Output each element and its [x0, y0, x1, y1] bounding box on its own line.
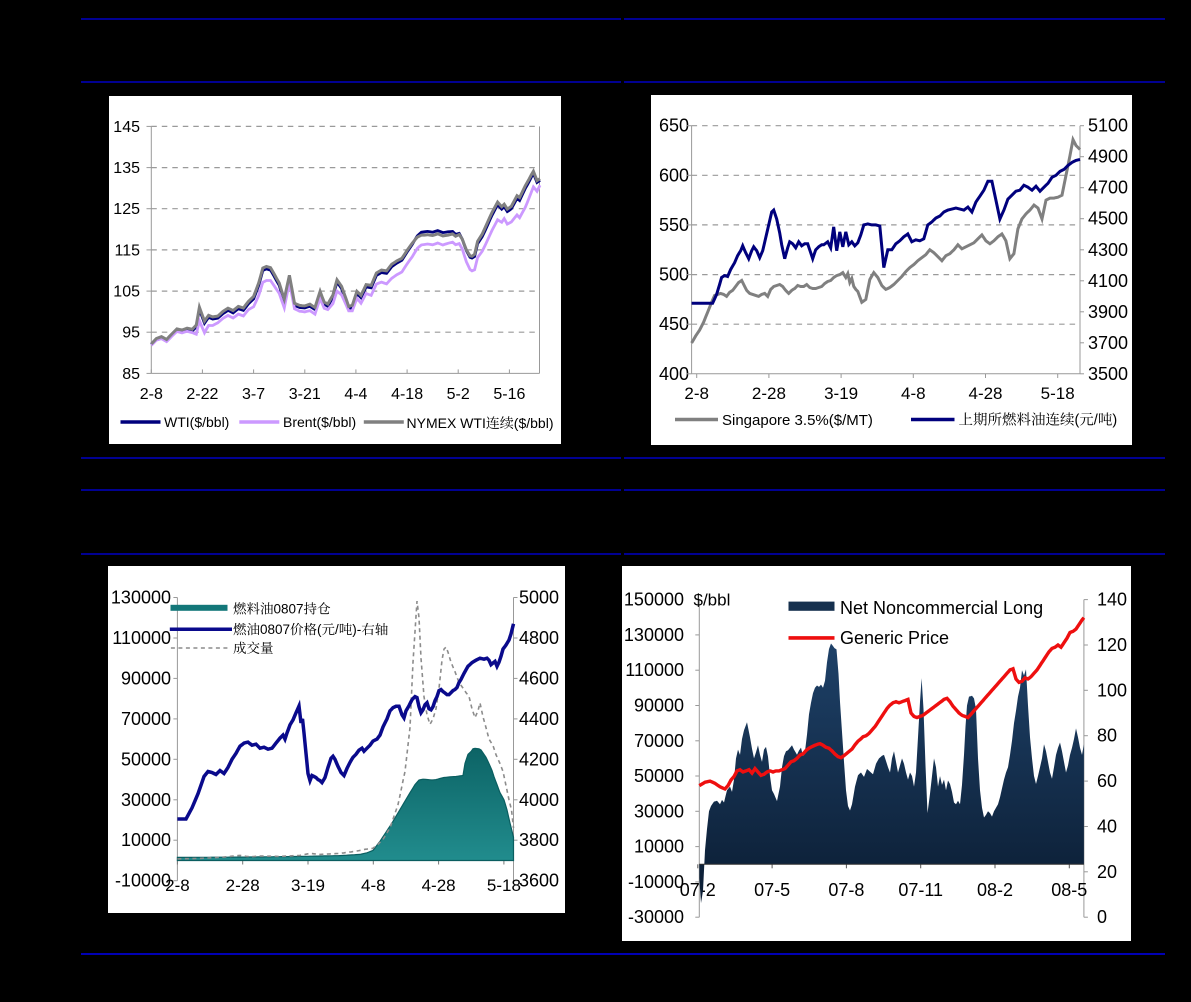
svg-text:NYMEX WTI: NYMEX WTI	[407, 415, 486, 431]
svg-text:Net Noncommercial Long: Net Noncommercial Long	[840, 598, 1043, 618]
svg-text:145: 145	[113, 119, 140, 136]
svg-text:): )	[1112, 413, 1117, 429]
svg-text:Brent($/bbl): Brent($/bbl)	[283, 414, 356, 430]
svg-text:3800: 3800	[519, 830, 559, 850]
svg-text:-10000: -10000	[115, 871, 171, 891]
svg-text:3-19: 3-19	[824, 384, 858, 403]
svg-text:3700: 3700	[1088, 333, 1128, 353]
svg-text:600: 600	[659, 165, 689, 185]
svg-text:105: 105	[113, 284, 140, 301]
svg-text:5100: 5100	[1088, 116, 1128, 136]
svg-text:Generic Price: Generic Price	[840, 628, 949, 648]
svg-text:10000: 10000	[121, 830, 171, 850]
svg-text:400: 400	[659, 364, 689, 384]
svg-text:110000: 110000	[625, 660, 684, 680]
svg-text:4300: 4300	[1088, 240, 1128, 260]
svg-text:130000: 130000	[111, 588, 171, 608]
svg-text:)-: )-	[352, 622, 361, 637]
svg-text:90000: 90000	[121, 668, 171, 688]
svg-text:4-4: 4-4	[344, 386, 367, 403]
svg-text:4-28: 4-28	[968, 384, 1002, 403]
svg-text:0807: 0807	[260, 622, 290, 637]
svg-text:2-28: 2-28	[226, 876, 260, 895]
svg-text:4500: 4500	[1088, 209, 1128, 229]
svg-text:4800: 4800	[519, 628, 559, 648]
svg-text:4-8: 4-8	[361, 876, 386, 895]
svg-text:3-21: 3-21	[289, 386, 321, 403]
svg-text:/: /	[335, 622, 339, 637]
svg-text:130000: 130000	[624, 625, 684, 645]
svg-text:07-2: 07-2	[680, 880, 716, 900]
svg-text:4100: 4100	[1088, 271, 1128, 291]
svg-text:550: 550	[659, 215, 689, 235]
svg-text:4200: 4200	[519, 749, 559, 769]
svg-text:WTI($/bbl): WTI($/bbl)	[164, 414, 229, 430]
svg-text:4-18: 4-18	[391, 386, 423, 403]
svg-text:5-18: 5-18	[487, 876, 521, 895]
svg-text:5-2: 5-2	[447, 386, 470, 403]
svg-text:3500: 3500	[1088, 364, 1128, 384]
svg-text:650: 650	[659, 116, 689, 136]
svg-text:125: 125	[113, 201, 140, 218]
svg-text:4-28: 4-28	[422, 876, 456, 895]
svg-text:3600: 3600	[519, 871, 559, 891]
svg-text:3900: 3900	[1088, 302, 1128, 322]
svg-text:-10000: -10000	[628, 872, 684, 892]
svg-text:85: 85	[122, 366, 140, 383]
svg-text:60: 60	[1097, 771, 1117, 791]
svg-text:40: 40	[1097, 817, 1117, 837]
svg-text:30000: 30000	[634, 801, 684, 821]
svg-text:07-11: 07-11	[898, 880, 943, 900]
svg-text:500: 500	[659, 265, 689, 285]
svg-text:0: 0	[1097, 907, 1107, 927]
svg-text:5-18: 5-18	[1041, 384, 1075, 403]
svg-text:90000: 90000	[634, 696, 684, 716]
svg-text:07-5: 07-5	[754, 880, 790, 900]
svg-text:2-28: 2-28	[752, 384, 786, 403]
svg-text:50000: 50000	[634, 766, 684, 786]
svg-text:50000: 50000	[121, 749, 171, 769]
svg-text:30000: 30000	[121, 790, 171, 810]
svg-text:($/bbl): ($/bbl)	[514, 415, 554, 431]
svg-text:115: 115	[114, 242, 140, 259]
svg-text:135: 135	[113, 160, 140, 177]
svg-text:/: /	[1094, 413, 1099, 429]
svg-text:10000: 10000	[634, 837, 684, 857]
svg-text:4700: 4700	[1088, 178, 1128, 198]
svg-text:08-2: 08-2	[977, 880, 1013, 900]
svg-text:0807: 0807	[274, 602, 304, 617]
svg-text:80: 80	[1097, 726, 1117, 746]
svg-text:150000: 150000	[624, 590, 684, 610]
svg-text:4600: 4600	[519, 668, 559, 688]
svg-text:2-8: 2-8	[140, 386, 163, 403]
svg-text:07-8: 07-8	[828, 880, 864, 900]
svg-text:450: 450	[659, 314, 689, 334]
svg-text:140: 140	[1097, 590, 1127, 610]
svg-text:4900: 4900	[1088, 147, 1128, 167]
svg-text:70000: 70000	[121, 709, 171, 729]
svg-text:100: 100	[1097, 680, 1127, 700]
svg-text:08-5: 08-5	[1051, 880, 1087, 900]
svg-text:4000: 4000	[519, 790, 559, 810]
svg-text:(: (	[1075, 413, 1080, 429]
svg-text:4-8: 4-8	[901, 384, 926, 403]
svg-text:2-8: 2-8	[165, 876, 190, 895]
svg-text:-30000: -30000	[628, 907, 684, 927]
svg-text:$/bbl: $/bbl	[694, 591, 731, 610]
svg-text:5000: 5000	[519, 588, 559, 608]
svg-text:20: 20	[1097, 862, 1117, 882]
svg-text:4400: 4400	[519, 709, 559, 729]
svg-text:120: 120	[1097, 635, 1127, 655]
svg-text:70000: 70000	[634, 731, 684, 751]
svg-text:110000: 110000	[112, 628, 171, 648]
svg-text:Singapore 3.5%($/MT): Singapore 3.5%($/MT)	[722, 412, 873, 429]
svg-text:95: 95	[122, 325, 140, 342]
svg-text:3-7: 3-7	[242, 386, 265, 403]
svg-text:2-8: 2-8	[684, 384, 709, 403]
svg-text:3-19: 3-19	[291, 876, 325, 895]
svg-text:5-16: 5-16	[493, 386, 525, 403]
svg-text:2-22: 2-22	[186, 386, 218, 403]
svg-text:(: (	[317, 622, 322, 637]
